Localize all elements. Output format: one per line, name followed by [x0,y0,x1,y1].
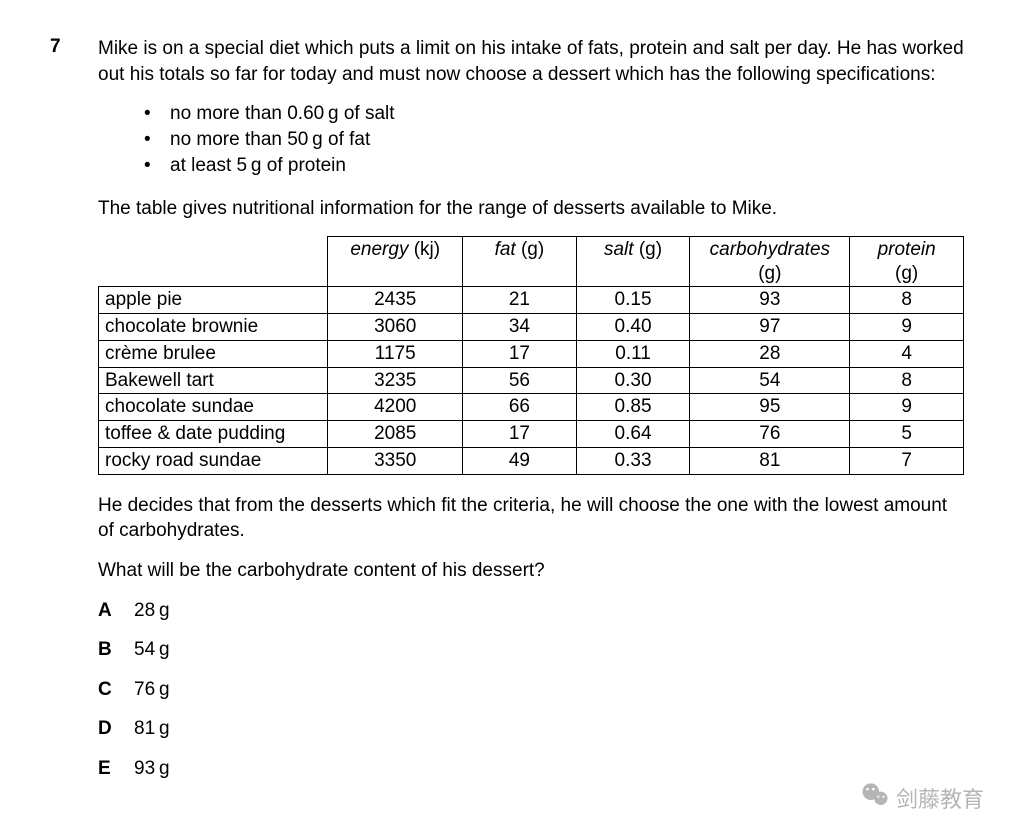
table-row: chocolate sundae 4200 66 0.85 95 9 [99,394,964,421]
cell-salt: 0.40 [576,314,690,341]
dessert-name: crème brulee [99,340,328,367]
choice-text: 54 g [134,637,170,663]
cell-carb: 28 [690,340,850,367]
dessert-name: toffee & date pudding [99,421,328,448]
table-row: chocolate brownie 3060 34 0.40 97 9 [99,314,964,341]
table-header-energy: energy (kj) [328,236,463,287]
table-header-fat: fat (g) [463,236,577,287]
choice-b: B 54 g [98,637,964,663]
cell-salt: 0.30 [576,367,690,394]
question-number: 7 [50,36,98,58]
cell-salt: 0.11 [576,340,690,367]
table-header-blank [99,236,328,287]
question-body: Mike is on a special diet which puts a l… [98,36,964,796]
choice-text: 93 g [134,756,170,782]
cell-fat: 49 [463,447,577,474]
watermark: 剑藤教育 [860,780,984,816]
spec-bullet: at least 5 g of protein [138,153,964,179]
cell-fat: 66 [463,394,577,421]
choice-c: C 76 g [98,677,964,703]
intro-paragraph: Mike is on a special diet which puts a l… [98,36,964,87]
choice-a: A 28 g [98,598,964,624]
cell-energy: 3350 [328,447,463,474]
answer-choices: A 28 g B 54 g C 76 g D 81 g E 93 g [98,598,964,782]
cell-carb: 93 [690,287,850,314]
choice-text: 81 g [134,716,170,742]
table-intro: The table gives nutritional information … [98,196,964,222]
choice-d: D 81 g [98,716,964,742]
cell-carb: 76 [690,421,850,448]
table-header-row: energy (kj) fat (g) salt (g) carbohydrat… [99,236,964,287]
nutrition-table: energy (kj) fat (g) salt (g) carbohydrat… [98,236,964,475]
cell-energy: 2435 [328,287,463,314]
table-header-protein: protein(g) [850,236,964,287]
cell-energy: 3235 [328,367,463,394]
cell-energy: 1175 [328,340,463,367]
cell-carb: 97 [690,314,850,341]
decision-paragraph: He decides that from the desserts which … [98,493,964,544]
cell-energy: 2085 [328,421,463,448]
watermark-text: 剑藤教育 [896,782,984,814]
choice-letter: E [98,756,134,782]
choice-letter: A [98,598,134,624]
cell-carb: 81 [690,447,850,474]
cell-energy: 3060 [328,314,463,341]
cell-protein: 5 [850,421,964,448]
cell-protein: 8 [850,367,964,394]
cell-protein: 4 [850,340,964,367]
dessert-name: Bakewell tart [99,367,328,394]
choice-letter: B [98,637,134,663]
table-row: crème brulee 1175 17 0.11 28 4 [99,340,964,367]
table-row: rocky road sundae 3350 49 0.33 81 7 [99,447,964,474]
cell-fat: 34 [463,314,577,341]
cell-fat: 17 [463,421,577,448]
cell-protein: 9 [850,314,964,341]
cell-salt: 0.85 [576,394,690,421]
cell-protein: 8 [850,287,964,314]
spec-bullet-list: no more than 0.60 g of salt no more than… [138,101,964,178]
cell-salt: 0.33 [576,447,690,474]
cell-fat: 17 [463,340,577,367]
wechat-icon [860,780,896,816]
question-prompt: What will be the carbohydrate content of… [98,558,964,584]
dessert-name: rocky road sundae [99,447,328,474]
dessert-name: chocolate brownie [99,314,328,341]
table-row: apple pie 2435 21 0.15 93 8 [99,287,964,314]
cell-fat: 21 [463,287,577,314]
table-header-carb: carbohydrates(g) [690,236,850,287]
cell-carb: 95 [690,394,850,421]
spec-bullet: no more than 0.60 g of salt [138,101,964,127]
cell-carb: 54 [690,367,850,394]
cell-protein: 9 [850,394,964,421]
cell-salt: 0.15 [576,287,690,314]
cell-fat: 56 [463,367,577,394]
cell-energy: 4200 [328,394,463,421]
cell-salt: 0.64 [576,421,690,448]
choice-text: 28 g [134,598,170,624]
table-row: toffee & date pudding 2085 17 0.64 76 5 [99,421,964,448]
choice-text: 76 g [134,677,170,703]
cell-protein: 7 [850,447,964,474]
choice-letter: D [98,716,134,742]
choice-letter: C [98,677,134,703]
table-header-salt: salt (g) [576,236,690,287]
table-row: Bakewell tart 3235 56 0.30 54 8 [99,367,964,394]
spec-bullet: no more than 50 g of fat [138,127,964,153]
choice-e: E 93 g [98,756,964,782]
dessert-name: chocolate sundae [99,394,328,421]
dessert-name: apple pie [99,287,328,314]
